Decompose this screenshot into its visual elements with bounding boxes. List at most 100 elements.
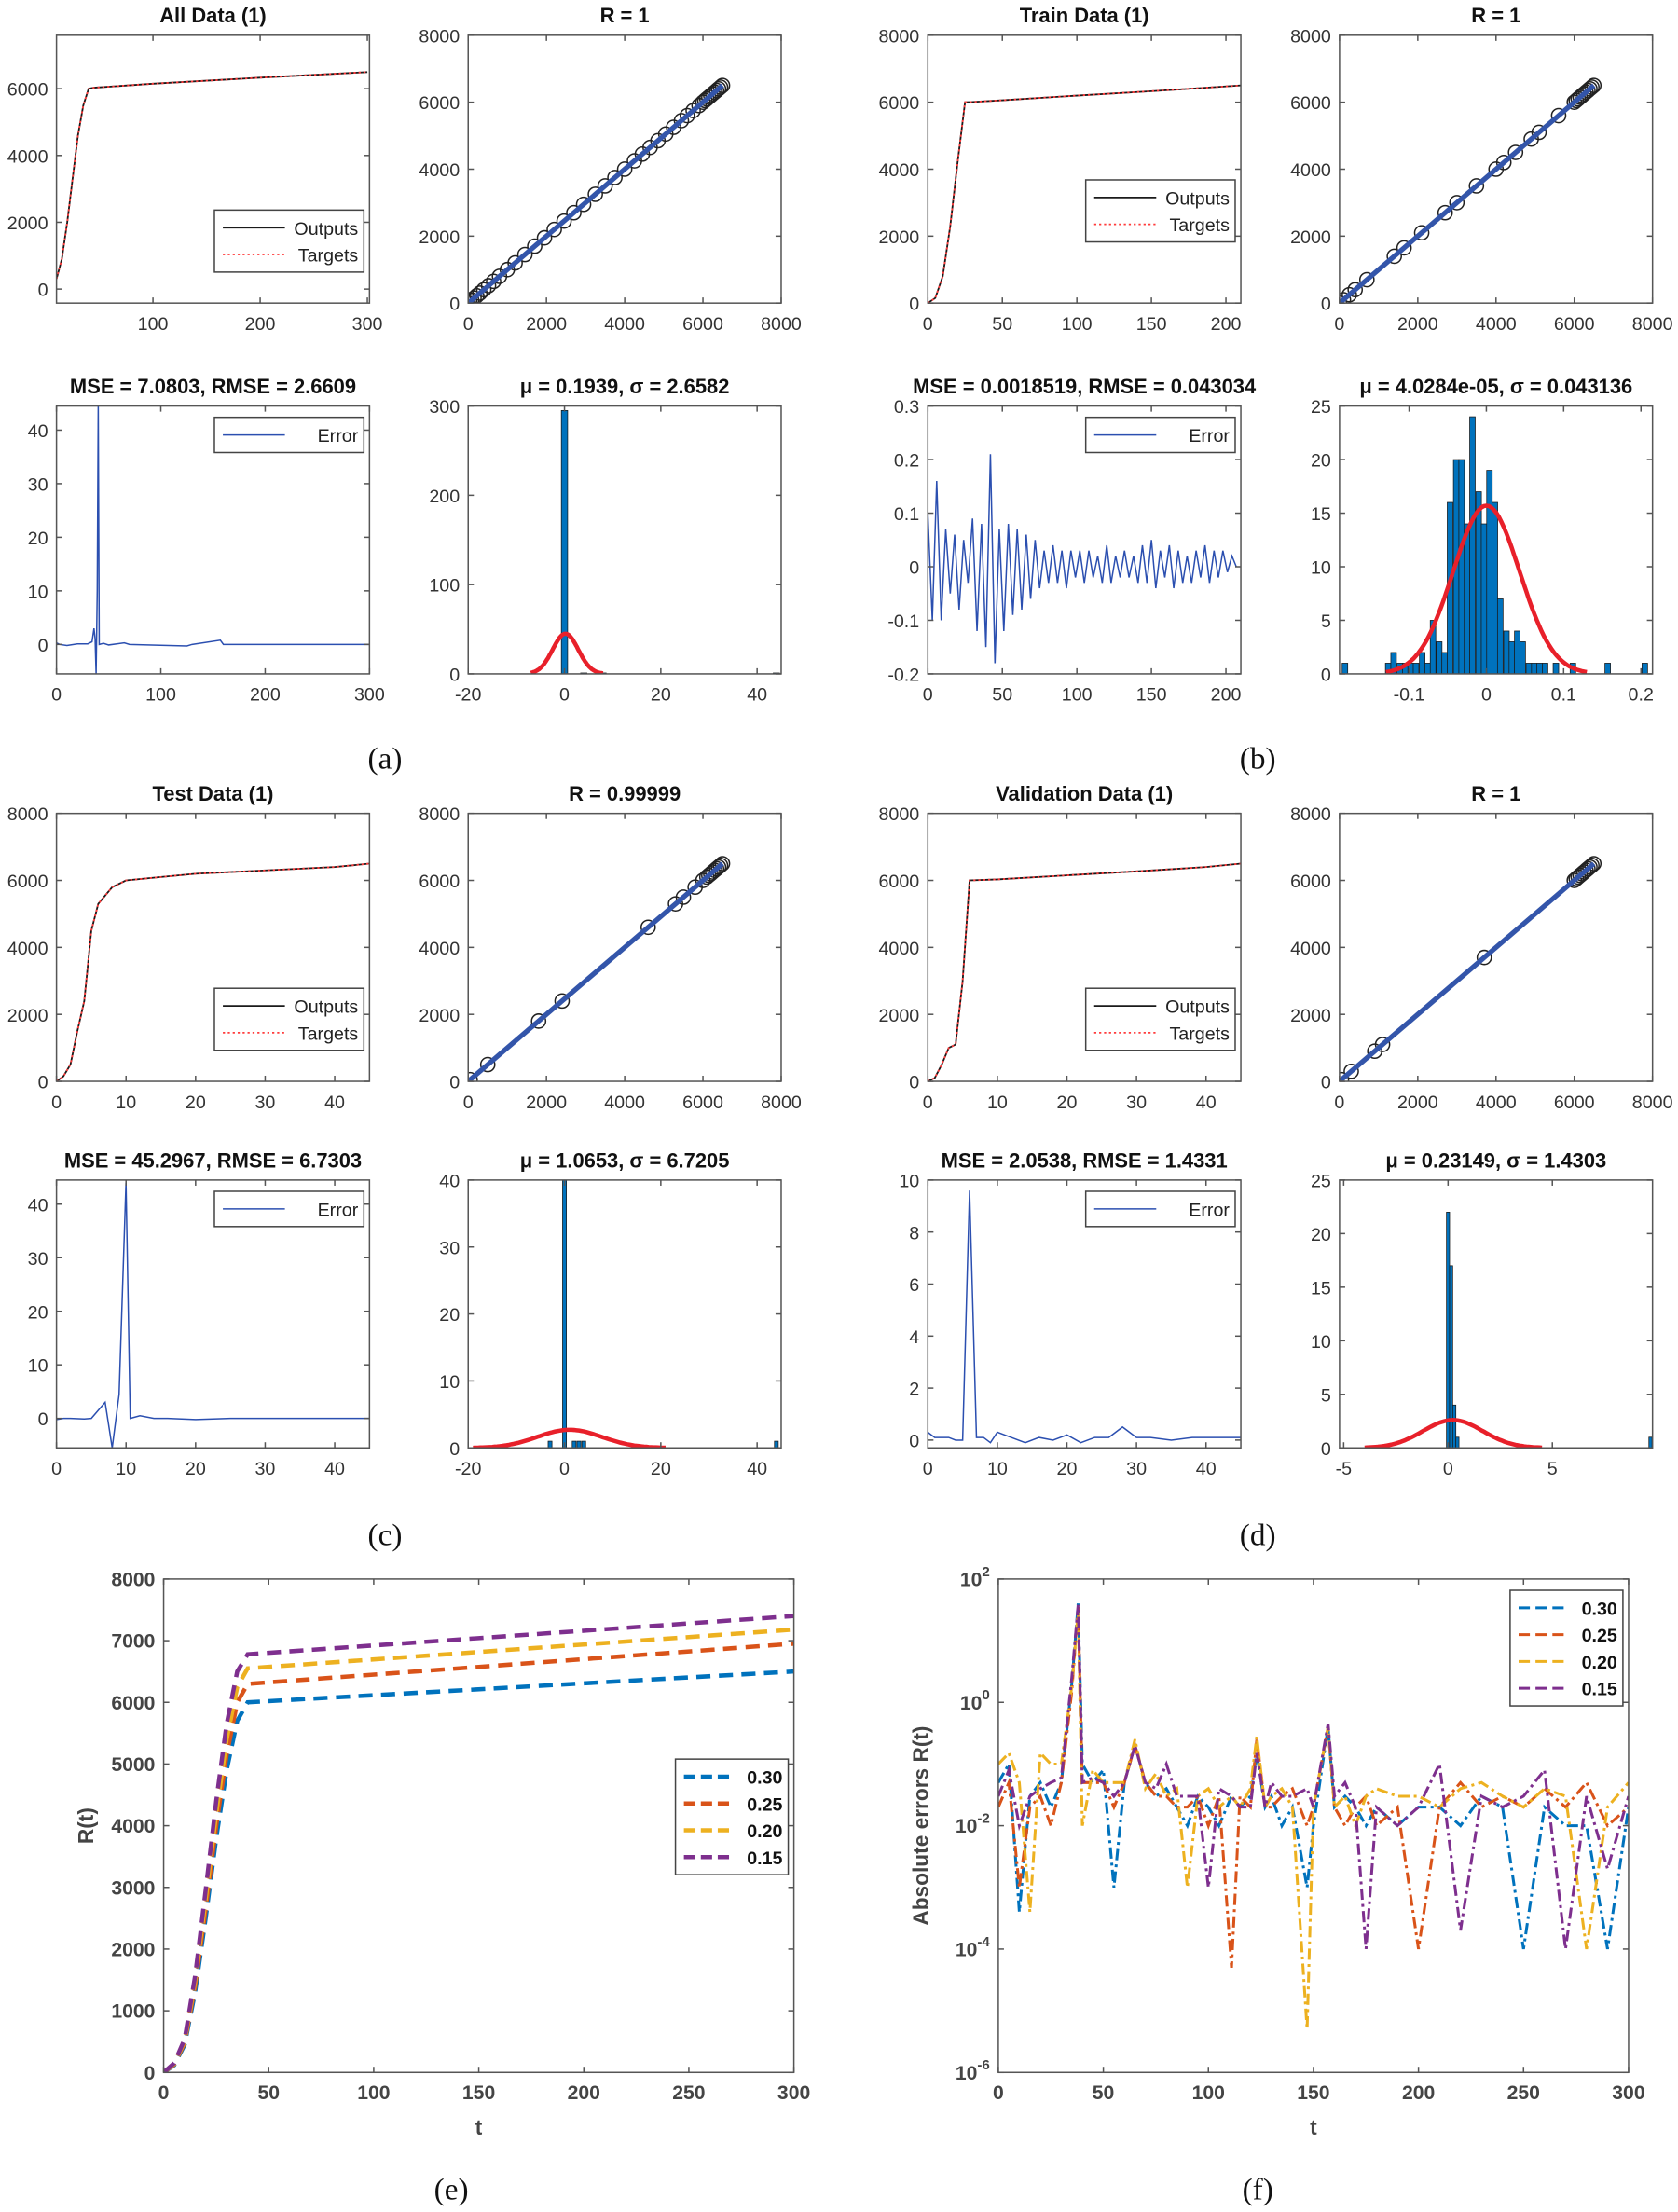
data-point [1339,1071,1350,1082]
y-tick-label: -0.2 [887,666,919,686]
y-tick-label: 0 [909,558,919,579]
x-tick-label: 30 [1126,1092,1147,1113]
y-tick-label: 6000 [7,872,48,892]
legend-label: Outputs [294,997,358,1018]
legend-label: 0.25 [747,1794,782,1815]
chart-title: μ = 4.0284e-05, σ = 0.043136 [1359,375,1632,398]
legend-box [1084,987,1236,1051]
histogram-bar [1492,501,1498,674]
data-point [1437,204,1453,221]
histogram-bar [1496,598,1504,674]
x-tick-label: 200 [245,314,276,335]
legend-label: Outputs [1165,188,1230,209]
axes-frame [927,405,1242,675]
plot-content [928,862,1242,1082]
plot-content [1339,856,1602,1082]
histogram-bar [1464,523,1471,674]
x-tick-label: 100 [1062,314,1093,335]
y-tick-label: 2000 [1290,227,1331,248]
x-tick-label: 40 [324,1092,345,1113]
plot-content [473,1179,779,1449]
histogram-bar [1429,620,1437,674]
histogram-bar [1419,652,1425,674]
data-point [1341,286,1357,303]
histogram-bar [1503,630,1510,674]
data-point [1413,225,1430,241]
histogram-bar [1552,663,1560,674]
histogram-bar [571,1440,577,1449]
y-tick-exponent: 2 [982,1564,989,1580]
series-line-targets [56,71,368,280]
x-tick-label: 0.2 [1629,685,1654,706]
d-regression-axes: 0 2000 4000 6000 8000 0 2000 4000 6000 8000 R = 1 [1290,782,1672,1113]
x-tick-label: 6000 [1554,314,1595,335]
y-tick-label: 4000 [1290,939,1331,959]
y-tick-label: 4000 [111,1816,155,1837]
data-point [575,196,592,213]
y-tick-label: 0 [449,295,460,315]
series-line-0-15 [997,1604,1629,1950]
y-tick-label: 0 [909,1431,919,1451]
legend-label: 0.15 [747,1848,782,1869]
x-tick-label: 5 [1547,1459,1558,1479]
y-tick-label: 6000 [878,93,919,114]
data-point [1582,859,1598,875]
legend-label: Error [318,1200,359,1220]
histogram-bar [1486,470,1493,674]
y-tick-label: 4000 [878,939,919,959]
y-tick-label: 4000 [7,939,48,959]
data-point [1386,248,1402,265]
x-tick-label: 300 [354,685,385,706]
x-tick-label: 10 [116,1459,136,1479]
x-tick-label: 200 [568,2082,600,2104]
x-tick-label: -20 [455,685,481,706]
y-tick-exponent: -6 [977,2057,989,2073]
y-tick-label: 8000 [419,26,460,47]
panel-label-a: (a) [368,741,403,776]
y-tick-label: 2000 [1290,1006,1331,1026]
y-tick-label: 5 [1321,1385,1331,1406]
y-tick-label: 25 [1311,1171,1331,1191]
y-tick-label: 30 [439,1238,460,1258]
legend: Error [1084,416,1236,454]
y-tick-label: 2000 [419,1006,460,1026]
x-tick-label: 50 [992,314,1012,335]
x-tick-label: 4000 [604,314,645,335]
x-tick-label: 200 [250,685,281,706]
y-tick-label: 2000 [7,1006,48,1026]
data-point [1507,144,1524,160]
y-tick-exponent: 0 [982,1687,989,1703]
legend-label: Outputs [1165,997,1230,1018]
data-point [607,170,623,185]
x-tick-label: 0 [923,685,933,706]
x-tick-label: 300 [352,314,383,335]
plot-content [163,1614,794,2073]
fit-line [1339,861,1596,1082]
y-tick-label: 0 [38,1409,48,1430]
y-tick-label: 4000 [1290,160,1331,181]
y-tick-label: 10-4 [956,1934,991,1961]
x-tick-label: 200 [1211,685,1242,706]
y-tick-label: 30 [28,474,48,495]
y-tick-label: 102 [960,1564,990,1591]
x-tick-label: 0.1 [1551,685,1576,706]
c-test-data-axes: 0 10 20 30 40 0 2000 4000 6000 8000 Test Data (1) O… [7,782,371,1113]
data-point [1343,1063,1359,1079]
data-point [1586,77,1602,94]
panel-label-f: (f) [1243,2172,1273,2206]
x-tick-label: 40 [747,1459,767,1479]
data-point [1586,856,1602,872]
data-point [516,246,533,263]
x-tick-label: 40 [1196,1459,1217,1479]
data-point [1582,80,1598,97]
data-point [1550,107,1567,124]
histogram-bar [1451,1404,1457,1449]
legend: 0.30 0.25 0.20 0.15 [1509,1589,1624,1707]
y-tick-label: 200 [429,487,460,507]
x-tick-label: 2000 [1397,1092,1438,1113]
legend-label: Error [1189,426,1230,447]
x-tick-label: 8000 [761,1092,802,1113]
plot-content [928,84,1242,304]
chart-title: MSE = 45.2967, RMSE = 6.7303 [64,1148,362,1172]
y-tick-label: 25 [1311,397,1331,418]
